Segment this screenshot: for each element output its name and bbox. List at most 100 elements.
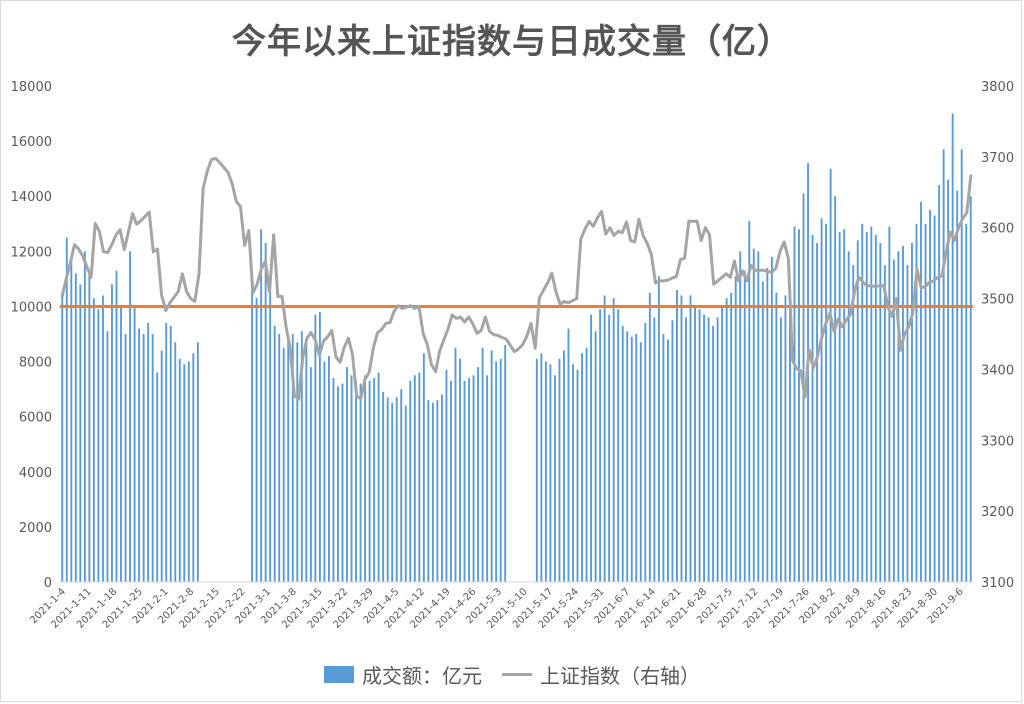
y-right-tick-label: 3400 — [981, 363, 1014, 378]
volume-bar — [788, 306, 791, 582]
volume-bar — [490, 350, 493, 582]
volume-bar — [83, 251, 86, 583]
volume-bar — [169, 325, 172, 582]
volume-bar — [843, 229, 846, 583]
volume-bar — [621, 325, 624, 582]
legend-label-volume: 成交额：亿元 — [362, 664, 482, 688]
y-left-tick-label: 18000 — [11, 80, 52, 95]
volume-bar — [151, 334, 154, 582]
volume-bar — [468, 378, 470, 582]
volume-bar — [933, 215, 936, 582]
y-right-tick-label: 3600 — [981, 222, 1014, 237]
volume-bar — [639, 342, 642, 582]
volume-bar — [332, 378, 335, 582]
volume-bar — [291, 334, 294, 582]
volume-bar — [703, 314, 706, 582]
volume-bar — [300, 331, 303, 582]
volume-bar — [838, 232, 841, 583]
volume-bar — [698, 309, 701, 582]
volume-bar — [418, 372, 421, 582]
volume-bar — [264, 243, 267, 583]
volume-bar — [969, 196, 972, 582]
volume-bar — [187, 361, 190, 582]
volume-bar — [572, 364, 574, 582]
volume-bar — [65, 237, 68, 583]
volume-bar — [413, 375, 416, 582]
volume-bar — [748, 221, 751, 582]
volume-bar — [386, 397, 389, 582]
volume-bar — [409, 380, 412, 582]
volume-bar — [680, 295, 683, 582]
legend-label-index: 上证指数（右轴） — [540, 664, 700, 688]
volume-bar — [617, 309, 620, 582]
y-left-tick-label: 6000 — [19, 411, 52, 426]
volume-bar — [689, 295, 692, 582]
volume-bar — [816, 243, 819, 583]
volume-bar — [766, 267, 769, 582]
volume-bar — [454, 347, 457, 582]
volume-bar — [784, 295, 787, 582]
volume-bar — [504, 345, 507, 582]
volume-bar — [282, 347, 285, 582]
bar-series — [61, 113, 972, 583]
volume-bar — [341, 383, 344, 582]
volume-bar — [553, 375, 556, 582]
volume-bar — [558, 358, 561, 582]
y-left-tick-label: 16000 — [11, 135, 52, 150]
volume-bar — [635, 334, 638, 582]
legend-item-index: 上证指数（右轴） — [502, 660, 700, 689]
volume-bar — [847, 251, 850, 583]
volume-bar — [752, 248, 755, 583]
volume-bar — [834, 196, 837, 582]
volume-bar — [133, 306, 136, 582]
y-left-tick-label: 12000 — [11, 245, 52, 260]
volume-bar — [648, 292, 651, 582]
volume-bar — [459, 358, 461, 582]
volume-bar — [92, 298, 95, 582]
y-left-tick-label: 0 — [44, 576, 52, 591]
volume-bar — [106, 331, 109, 582]
volume-bar — [956, 190, 959, 582]
volume-bar — [142, 334, 145, 582]
volume-bar — [911, 243, 913, 583]
volume-bar — [798, 229, 800, 583]
volume-bar — [70, 259, 73, 582]
volume-bar — [594, 331, 597, 582]
volume-bar — [192, 353, 195, 582]
volume-bar — [260, 229, 263, 583]
volume-bar — [657, 276, 660, 582]
volume-bar — [440, 394, 443, 582]
legend-swatch-line — [502, 673, 532, 676]
volume-bar — [61, 292, 64, 582]
volume-bar — [567, 328, 570, 582]
volume-bar — [829, 168, 832, 582]
volume-bar — [734, 276, 737, 582]
volume-bar — [165, 322, 168, 582]
legend: 成交额：亿元 上证指数（右轴） — [0, 660, 1024, 689]
volume-bar — [273, 325, 276, 582]
volume-bar — [79, 284, 82, 582]
volume-bar — [725, 298, 728, 582]
volume-bar — [793, 226, 796, 583]
volume-bar — [115, 270, 118, 582]
volume-bar — [870, 226, 873, 583]
volume-bar — [951, 113, 954, 583]
volume-bar — [445, 369, 448, 582]
volume-bar — [472, 375, 475, 582]
volume-bar — [147, 322, 150, 582]
volume-bar — [960, 149, 963, 582]
y-right-tick-label: 3700 — [981, 151, 1014, 166]
volume-bar — [124, 334, 127, 582]
volume-bar — [694, 306, 696, 582]
volume-bar — [676, 289, 678, 582]
volume-bar — [897, 251, 900, 583]
volume-bar — [599, 309, 602, 582]
y-right-tick-label: 3800 — [981, 80, 1014, 95]
volume-bar — [391, 402, 394, 582]
volume-bar — [535, 358, 538, 582]
volume-bar — [947, 179, 950, 582]
volume-bar — [585, 347, 588, 582]
volume-bar — [346, 367, 348, 582]
